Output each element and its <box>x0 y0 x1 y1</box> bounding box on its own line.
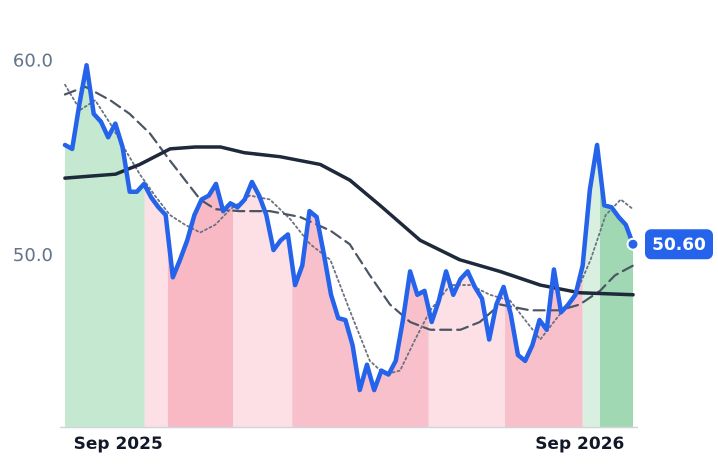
band-layer <box>65 65 633 427</box>
x-tick-label: Sep 2025 <box>74 434 163 454</box>
last-price-dot <box>626 237 640 251</box>
x-tick-label: Sep 2026 <box>535 434 624 454</box>
y-tick-label: 50.0 <box>13 245 53 266</box>
band <box>144 65 168 427</box>
y-tick-label: 60.0 <box>13 50 53 71</box>
label-layer: 50.0 60.0 Sep 2025 Sep 2026 50.60 <box>13 50 713 454</box>
band <box>233 65 293 427</box>
moving-average-line <box>63 145 635 297</box>
band <box>292 65 429 427</box>
band <box>167 65 234 427</box>
band <box>505 65 583 427</box>
band <box>428 65 506 427</box>
price-line <box>62 63 636 393</box>
moving-average-line <box>64 83 634 376</box>
last-price-badge <box>645 229 713 260</box>
last-price-label: 50.60 <box>652 235 706 255</box>
line-layer <box>62 63 636 393</box>
